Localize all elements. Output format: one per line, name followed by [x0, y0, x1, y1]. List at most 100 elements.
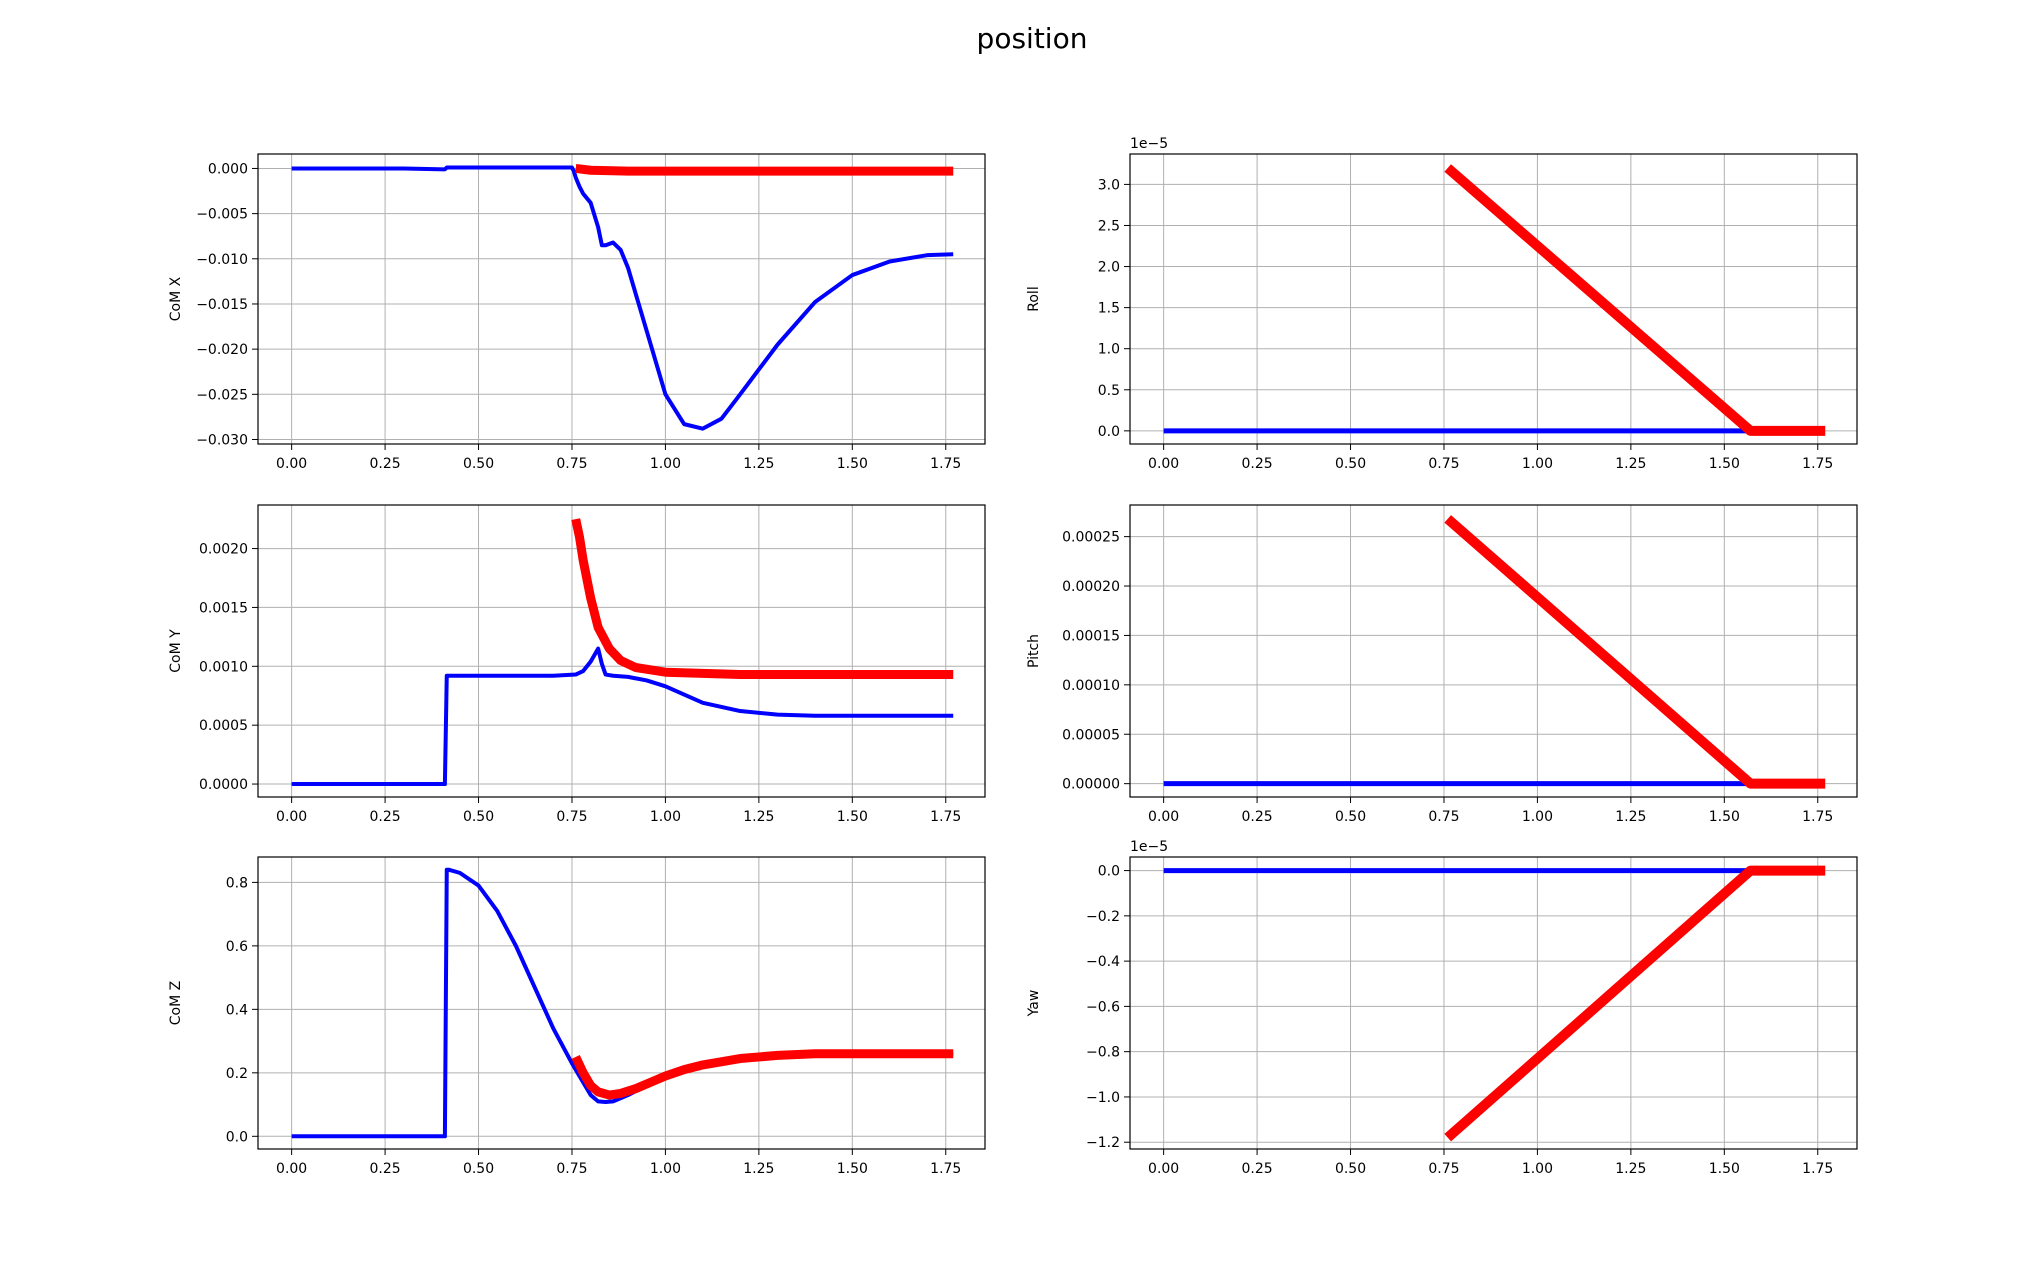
x-tick-label: 0.75: [556, 456, 587, 472]
y-tick-label: 0.0000: [199, 777, 248, 793]
subplots-container: 0.00 0.25 0.50 0.75 1.00 1.25 1.50 1.75 0.000 −0.…: [168, 136, 1858, 1177]
y-tick-label: −0.6: [1086, 999, 1120, 1015]
x-tick-label: 0.00: [276, 456, 307, 472]
y-tick-label: 0.0005: [199, 718, 248, 734]
x-tick-label: 0.50: [463, 456, 494, 472]
y-tick-label: 0.2: [226, 1066, 248, 1082]
x-tick-label: 0.50: [1335, 809, 1366, 825]
y-tick-label: 2.0: [1098, 260, 1120, 276]
y-axis-label: Yaw: [1026, 990, 1042, 1018]
red-series-line: [571, 1049, 954, 1100]
subplot-5: 0.00 0.25 0.50 0.75 1.00 1.25 1.50 1.75 0.0 0.2 0.…: [168, 856, 986, 1177]
y-tick-label: 0.0020: [199, 542, 248, 558]
x-tick-label: 1.75: [1802, 1161, 1833, 1177]
x-tick-label: 1.25: [1615, 456, 1646, 472]
series-group: [1163, 865, 1826, 1142]
x-tick-label: 1.50: [1709, 809, 1740, 825]
series-group: [1163, 515, 1826, 789]
y-tick-label: −0.2: [1086, 909, 1120, 925]
y-tick-label: −0.010: [196, 252, 248, 268]
x-tick-label: 0.25: [369, 809, 400, 825]
y-tick-label: 1.5: [1098, 301, 1120, 317]
axes-frame: [1129, 504, 1858, 798]
x-tick-label: 1.75: [1802, 456, 1833, 472]
y-tick-label: 0.0015: [199, 600, 248, 616]
x-tick-label: 1.25: [743, 809, 774, 825]
x-tick-label: 1.00: [650, 1161, 681, 1177]
y-tick-label: 0.4: [226, 1002, 248, 1018]
axes-frame: [1129, 153, 1858, 445]
y-tick-label: −1.0: [1086, 1090, 1120, 1106]
x-tick-label: 0.75: [556, 809, 587, 825]
subplot-6: 0.00 0.25 0.50 0.75 1.00 1.25 1.50 1.75 0.0 −0.2 −…: [1026, 839, 1858, 1177]
x-tick-label: 1.75: [1802, 809, 1833, 825]
x-tick-label: 1.50: [837, 1161, 868, 1177]
blue-series-line: [291, 646, 954, 787]
x-tick-label: 0.00: [1148, 1161, 1179, 1177]
y-tick-label: −0.030: [196, 432, 248, 448]
axes-frame: [257, 856, 986, 1150]
red-series-line: [1444, 164, 1826, 436]
x-tick-label: 0.75: [1428, 1161, 1459, 1177]
x-tick-label: 0.50: [1335, 1161, 1366, 1177]
x-tick-label: 1.25: [743, 456, 774, 472]
x-tick-label: 0.25: [1241, 809, 1272, 825]
x-tick-label: 0.00: [1148, 809, 1179, 825]
y-tick-label: −1.2: [1086, 1135, 1120, 1151]
axes-frame: [257, 504, 986, 798]
x-tick-label: 0.50: [463, 1161, 494, 1177]
y-tick-label: 0.0: [226, 1129, 248, 1145]
x-tick-label: 0.00: [1148, 456, 1179, 472]
y-tick-label: 0.00005: [1062, 727, 1120, 743]
y-axis-label: Pitch: [1026, 634, 1042, 668]
x-tick-label: 1.25: [1615, 809, 1646, 825]
series-group: [1163, 164, 1826, 436]
x-tick-label: 1.50: [837, 456, 868, 472]
series-group: [291, 518, 954, 787]
x-tick-label: 0.75: [1428, 809, 1459, 825]
subplot-3: 0.00 0.25 0.50 0.75 1.00 1.25 1.50 1.75 0.0000 0.…: [168, 504, 986, 825]
y-tick-label: 0.00010: [1062, 678, 1120, 694]
x-tick-label: 0.25: [1241, 456, 1272, 472]
y-tick-label: 1.0: [1098, 342, 1120, 358]
figure-title: position: [977, 22, 1088, 55]
x-tick-label: 1.25: [743, 1161, 774, 1177]
x-tick-label: 1.00: [1522, 809, 1553, 825]
x-tick-label: 1.75: [930, 809, 961, 825]
y-tick-label: 0.0: [1098, 424, 1120, 440]
y-tick-label: 0.0: [1098, 864, 1120, 880]
y-tick-label: 2.5: [1098, 218, 1120, 234]
x-tick-label: 1.00: [650, 456, 681, 472]
y-tick-label: −0.4: [1086, 954, 1120, 970]
x-tick-label: 1.25: [1615, 1161, 1646, 1177]
red-series-line: [1444, 515, 1826, 789]
y-tick-label: −0.005: [196, 207, 248, 223]
y-tick-label: 0.00025: [1062, 530, 1120, 546]
red-series-line: [575, 163, 954, 176]
y-tick-label: 0.00020: [1062, 579, 1120, 595]
series-group: [291, 867, 954, 1139]
y-axis-label: CoM Y: [168, 629, 184, 673]
y-tick-label: 3.0: [1098, 177, 1120, 193]
x-tick-label: 1.00: [1522, 1161, 1553, 1177]
x-tick-label: 1.50: [1709, 456, 1740, 472]
x-tick-label: 0.00: [276, 1161, 307, 1177]
subplot-2: 0.00 0.25 0.50 0.75 1.00 1.25 1.50 1.75 0.0 0.5 1.…: [1026, 136, 1858, 472]
red-series-line: [1444, 865, 1826, 1142]
y-axis-label: CoM X: [168, 276, 184, 321]
x-tick-label: 1.50: [837, 809, 868, 825]
x-tick-label: 0.75: [556, 1161, 587, 1177]
y-tick-label: 0.8: [226, 875, 248, 891]
x-tick-label: 0.00: [276, 809, 307, 825]
x-tick-label: 0.25: [369, 1161, 400, 1177]
y-tick-label: 0.00000: [1062, 777, 1120, 793]
x-tick-label: 0.75: [1428, 456, 1459, 472]
x-tick-label: 1.00: [1522, 456, 1553, 472]
blue-series-line: [291, 165, 954, 431]
axes-frame: [1129, 856, 1858, 1150]
y-tick-label: 0.6: [226, 939, 248, 955]
y-axis-label: CoM Z: [168, 981, 184, 1025]
subplot-1: 0.00 0.25 0.50 0.75 1.00 1.25 1.50 1.75 0.000 −0.…: [168, 153, 986, 472]
x-tick-label: 0.25: [1241, 1161, 1272, 1177]
